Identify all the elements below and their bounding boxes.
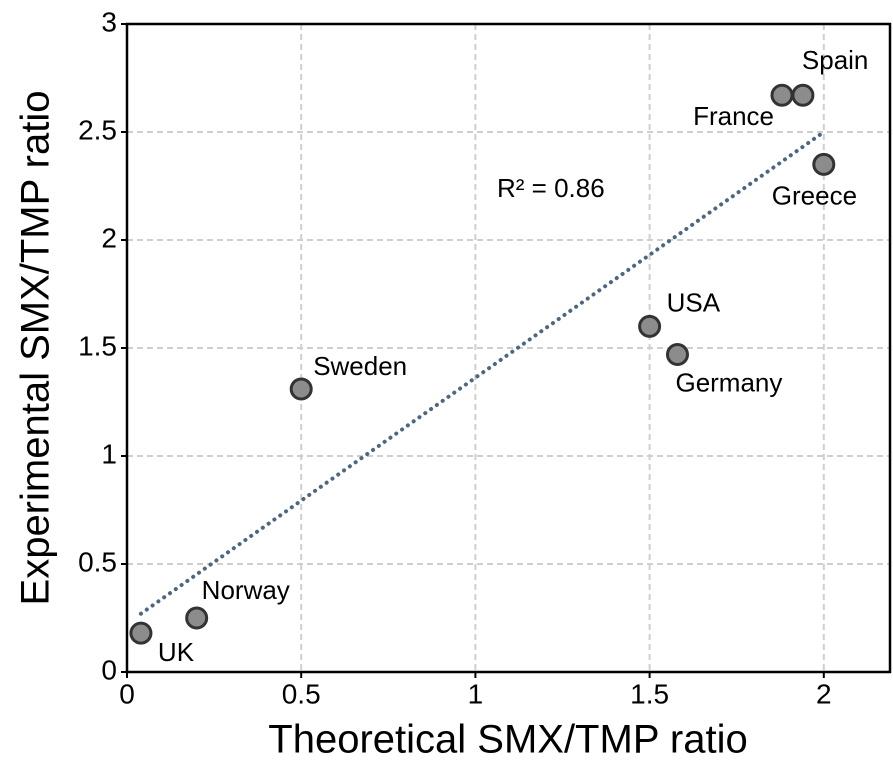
point-label: Norway: [202, 575, 290, 605]
point-label: USA: [667, 287, 721, 317]
y-tick-label: 0: [101, 654, 117, 685]
y-tick-label: 1.5: [78, 330, 117, 361]
point: [289, 377, 313, 401]
trendline: [138, 130, 826, 616]
point-label: UK: [158, 637, 195, 667]
point-label: Sweden: [313, 351, 407, 381]
point-label: Germany: [675, 367, 782, 397]
plot-frame: [125, 22, 892, 674]
point: [185, 606, 209, 630]
point: [770, 83, 794, 107]
x-axis-title: Theoretical SMX/TMP ratio: [268, 718, 747, 762]
x-tick-label: 0.5: [282, 678, 321, 709]
x-tick-label: 1: [468, 678, 484, 709]
y-tick-label: 2.5: [78, 114, 117, 145]
point: [129, 621, 153, 645]
x-tick-label: 1.5: [630, 678, 669, 709]
point: [812, 152, 836, 176]
point: [791, 83, 815, 107]
point: [638, 314, 662, 338]
x-tick-label: 2: [816, 678, 832, 709]
y-tick-label: 0.5: [78, 546, 117, 577]
annotation: R² = 0.86: [497, 173, 605, 203]
point-label: Greece: [772, 180, 857, 210]
y-tick-label: 3: [101, 6, 117, 37]
point-label: Spain: [802, 45, 869, 75]
x-tick-label: 0: [119, 678, 135, 709]
y-tick-label: 2: [101, 222, 117, 253]
point-label: France: [693, 101, 774, 131]
point: [665, 342, 689, 366]
y-axis-title: Experimental SMX/TMP ratio: [14, 91, 58, 606]
y-tick-label: 1: [101, 438, 117, 469]
